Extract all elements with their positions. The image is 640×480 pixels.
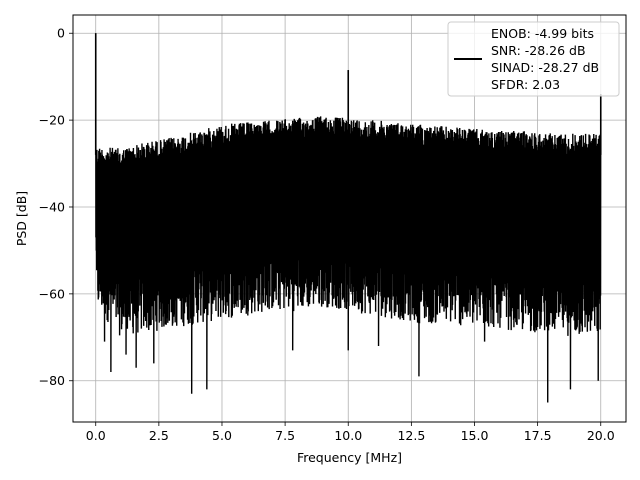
legend-line-snr: SNR: -28.26 dB xyxy=(491,43,586,58)
y-tick-label: −80 xyxy=(39,373,65,388)
x-tick-label: 0.0 xyxy=(86,428,106,443)
x-tick-label: 5.0 xyxy=(212,428,232,443)
psd-line xyxy=(95,33,602,403)
x-tick-label: 12.5 xyxy=(397,428,425,443)
y-tick-label: −40 xyxy=(39,199,65,214)
x-tick-label: 2.5 xyxy=(149,428,169,443)
x-tick-label: 15.0 xyxy=(461,428,489,443)
x-tick-label: 10.0 xyxy=(334,428,362,443)
axes-frame xyxy=(72,14,627,423)
psd-series xyxy=(94,33,602,403)
legend-line-sfdr: SFDR: 2.03 xyxy=(491,77,560,92)
x-tick-label: 20.0 xyxy=(587,428,615,443)
legend-line-sinad: SINAD: -28.27 dB xyxy=(491,60,599,75)
y-axis-label: PSD [dB] xyxy=(14,191,29,246)
legend-box xyxy=(447,21,620,97)
x-tick-label: 7.5 xyxy=(275,428,295,443)
ticks: 0.0 2.5 5.0 7.5 10.0 12.5 15.0 17.5 20.0 0 −20 −40 −… xyxy=(39,26,615,443)
x-axis-label: Frequency [MHz] xyxy=(297,450,402,465)
y-tick-label: 0 xyxy=(57,26,65,41)
x-tick-label: 17.5 xyxy=(524,428,552,443)
y-tick-label: −20 xyxy=(39,113,65,128)
y-tick-label: −60 xyxy=(39,286,65,301)
legend-line-enob: ENOB: -4.99 bits xyxy=(491,26,594,41)
legend: ENOB: -4.99 bits SNR: -28.26 dB SINAD: -… xyxy=(447,21,620,97)
